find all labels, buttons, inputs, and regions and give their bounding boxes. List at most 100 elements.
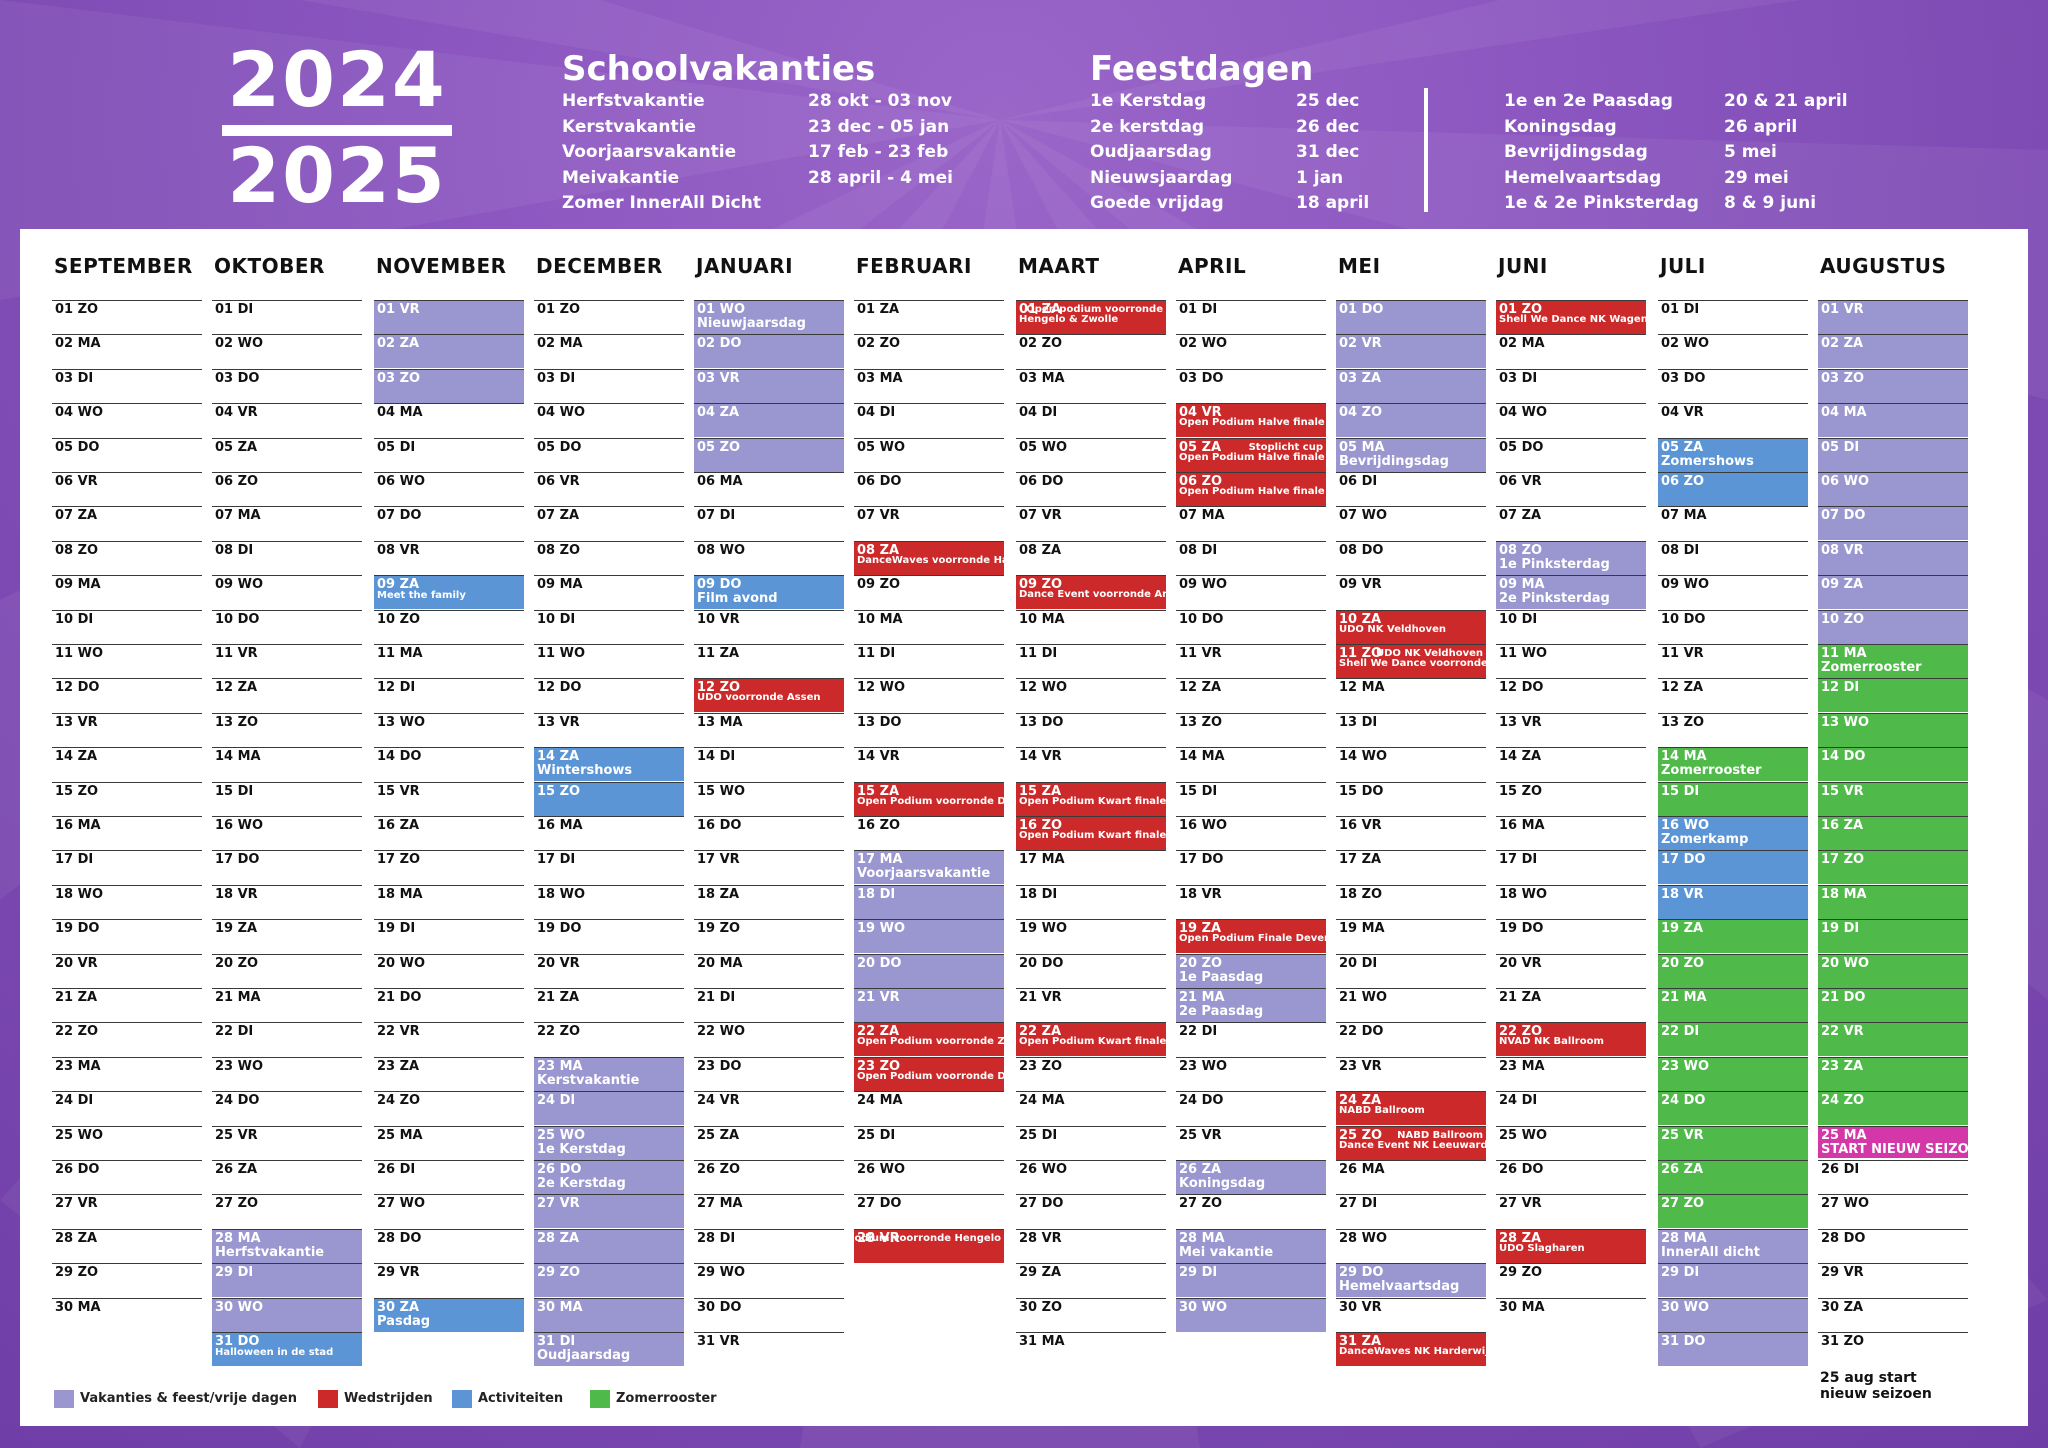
day-label: 10 ZO [1821,611,1865,627]
day-label: 30 WO [215,1299,264,1315]
day-label: 17 MA [1019,852,1065,868]
day-label: 01 DI [1179,302,1218,317]
day-label: 18 MA [1821,886,1867,902]
month-header: JANUARI [696,254,794,278]
event-label: 1e Pinksterdag [1499,556,1610,572]
day-cell: 15 DI [1176,781,1326,816]
day-label: 20 MA [697,955,743,971]
day-label: 21 ZA [55,990,98,1005]
day-label: 30 ZA [377,1299,420,1315]
day-label: 22 DI [215,1024,254,1040]
day-cell: 30 MA [1496,1297,1646,1332]
day-label: 28 ZA [55,1230,98,1246]
day-label: 20 DO [857,955,902,971]
day-label: 19 MA [1339,921,1385,937]
day-cell: 09 WO [212,575,362,609]
day-cell: 15 ZO [534,781,684,816]
day-label: 14 DO [377,749,422,765]
day-label: 02 ZA [377,336,420,352]
day-label: 11 ZO [1339,646,1383,661]
event-label-right: NABD Ballroom [1397,1129,1483,1141]
day-cell: 08 ZO [52,540,202,575]
holiday-date: 1 jan [1296,167,1344,188]
day-cell: 11 WO [52,644,202,678]
day-cell: 07 VR [1016,506,1166,540]
day-label: 11 WO [537,646,586,661]
day-cell: 25 ZO Dance Event NK Leeuwarden NABD Ballr… [1336,1125,1502,1160]
day-label: 11 MA [1821,646,1867,661]
event-label: DanceWaves NK Harderwijk [1339,1346,1496,1357]
day-cell: 18 MA [374,884,524,919]
day-label: 28 VR [857,1230,900,1246]
day-cell: 21 ZA [52,988,202,1022]
day-cell: 07 MA [1658,506,1808,540]
day-label: 25 ZA [697,1127,740,1143]
day-cell: 19 DO [1496,919,1646,953]
day-cell: 12 DI [1818,678,1968,713]
day-cell: 02 ZA [1818,334,1968,369]
day-cell: 07 MA [1176,506,1326,540]
day-label: 07 VR [857,508,900,524]
event-label: Shell We Dance voorronde Barneveld [1339,658,1549,669]
event-label: 1e Paasdag [1179,969,1264,985]
day-label: 14 WO [1339,749,1388,765]
day-cell: 27 MA [694,1194,844,1228]
day-label: 04 MA [377,405,423,421]
event-label: 2e Paasdag [1179,1004,1264,1019]
day-cell: 06 DO [854,472,1004,506]
day-label: 27 DO [857,1196,902,1212]
day-cell: 22 DI [212,1022,362,1056]
day-label: 03 DO [1661,370,1706,386]
day-label: 27 MA [697,1196,743,1212]
day-label: 04 ZA [697,405,740,421]
day-label: 09 MA [537,577,583,593]
day-label: 15 ZA [1019,783,1062,799]
day-label: 31 VR [697,1334,740,1349]
day-cell: 12 DO [534,678,684,712]
legend-swatch [54,1390,74,1408]
day-cell: 12 DO [52,678,202,712]
day-cell: 11 MA [374,644,524,678]
holiday-name: Voorjaarsvakantie [562,142,737,162]
day-cell: 06 VR [52,472,202,506]
day-label: 22 ZO [537,1024,581,1040]
day-cell: 22 ZO [52,1022,202,1056]
day-cell: 05 WO [1016,437,1166,472]
day-cell: 12 ZA [212,678,362,712]
legend-label: Vakanties & feest/vrije dagen [80,1391,297,1406]
day-cell: 26 WO [1016,1160,1166,1194]
day-label: 01 ZA [857,302,900,317]
day-label: 05 WO [857,439,906,455]
day-cell: 16 MA [52,816,202,850]
event-label: Halloween in de stad [215,1347,334,1358]
day-label: 22 WO [697,1024,746,1040]
legend-label: Zomerrooster [616,1391,717,1406]
day-cell: 24 ZA NABD Ballroom [1336,1091,1486,1126]
day-label: 05 ZA [215,439,258,455]
month-header: AUGUSTUS [1820,254,1947,278]
day-label: 15 WO [697,783,746,799]
day-label: 02 MA [537,336,583,352]
day-cell: 17 DO [1176,850,1326,884]
day-cell: 04 DI [854,403,1004,437]
day-label: 27 DO [1019,1196,1064,1212]
day-cell: 30 WO [212,1297,362,1332]
day-label: 15 DI [1661,783,1700,799]
day-cell: 10 ZA UDO NK Veldhoven [1336,609,1486,644]
day-cell: 28 DO [1818,1228,1968,1263]
day-label: 06 VR [55,474,98,489]
day-cell: 23 ZA [374,1056,524,1091]
day-label: 20 ZO [1179,955,1223,971]
day-cell: 02 WO [1176,334,1326,368]
day-cell: 06 ZO Open Podium Halve finale Deventer [1176,472,1380,506]
day-label: 02 ZO [1019,336,1063,352]
day-label: 23 ZO [857,1058,901,1074]
day-label: 23 DO [697,1058,742,1074]
day-cell: 16 ZO [854,816,1004,850]
day-label: 13 VR [537,714,580,730]
day-label: 29 DO [1339,1265,1384,1281]
day-cell: 17 DO [1658,850,1808,885]
day-label: 06 VR [1499,474,1542,489]
day-cell: 23 ZO Open Podium voorronde Deventer [854,1056,1049,1091]
day-cell: 12 ZA [1658,678,1808,712]
